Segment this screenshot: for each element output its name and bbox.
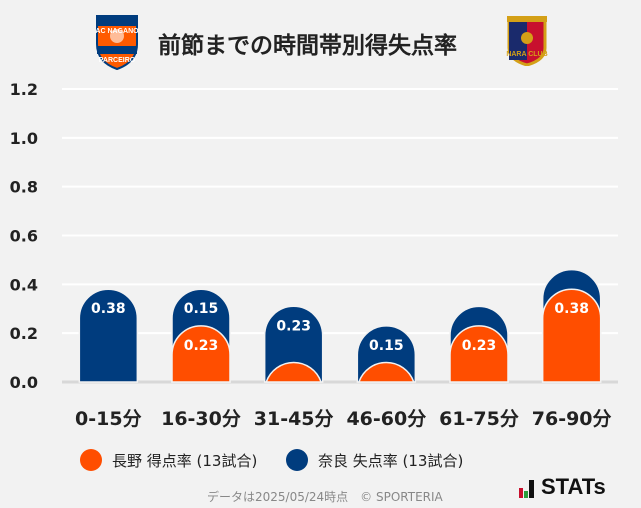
stats-bars-icon: [519, 480, 534, 498]
data-label-nagano: 0.38: [554, 301, 589, 317]
x-tick-label: 61-75分: [439, 408, 519, 430]
data-label-nagano: 0.23: [462, 338, 497, 354]
y-tick-label: 0.2: [10, 324, 38, 343]
legend-item-nagano: 長野 得点率 (13試合): [80, 449, 257, 471]
y-tick-label: 0.6: [10, 227, 38, 246]
y-tick-label: 0.8: [10, 178, 38, 197]
bar-nagano: [171, 325, 231, 383]
x-tick-label: 46-60分: [346, 408, 426, 430]
home-team-logo: AC NAGANO PARCEIRO: [93, 14, 141, 70]
bar-nagano: [357, 361, 415, 383]
data-label-nara: 0.38: [91, 301, 126, 317]
legend-label: 長野 得点率 (13試合): [112, 451, 258, 470]
legend-swatch-navy: [286, 449, 308, 471]
bar-chart: 0.0 0.2 0.4 0.6 0.8 1.0 1.2 0.38 0-15分 0.15 0.23 16…: [10, 80, 618, 430]
bar-nagano: [449, 325, 509, 383]
legend-swatch-orange: [80, 449, 102, 471]
x-tick-label: 31-45分: [254, 408, 334, 430]
data-label-nara: 0.15: [184, 301, 219, 317]
data-label-nagano: 0.23: [184, 338, 219, 354]
away-team-logo: NARA CLUB: [503, 14, 551, 66]
bar-nara: [78, 288, 139, 383]
x-tick-label: 0-15分: [75, 408, 142, 430]
footer-note: データは2025/05/24時点 © SPORTERIA: [207, 490, 443, 504]
home-logo-text: AC NAGANO PARCEIRO: [95, 28, 139, 64]
x-tick-label: 76-90分: [532, 408, 612, 430]
legend-label: 奈良 失点率 (13試合): [318, 451, 464, 470]
legend-item-nara: 奈良 失点率 (13試合): [286, 449, 463, 471]
data-label-nara: 0.15: [369, 338, 404, 354]
chart-title: 前節までの時間帯別得失点率: [158, 33, 457, 59]
away-logo-text: NARA CLUB: [506, 51, 548, 58]
stats-logo: STATs: [519, 476, 606, 498]
bar-nagano: [265, 361, 323, 383]
bar-nagano: [541, 288, 602, 383]
x-tick-label: 16-30分: [161, 408, 241, 430]
y-tick-label: 1.0: [10, 129, 38, 148]
bar-nara: [263, 305, 324, 383]
data-label-nara: 0.23: [276, 318, 311, 334]
y-tick-label: 0.0: [10, 373, 38, 392]
y-tick-label: 1.2: [10, 80, 38, 99]
y-tick-label: 0.4: [10, 275, 38, 294]
